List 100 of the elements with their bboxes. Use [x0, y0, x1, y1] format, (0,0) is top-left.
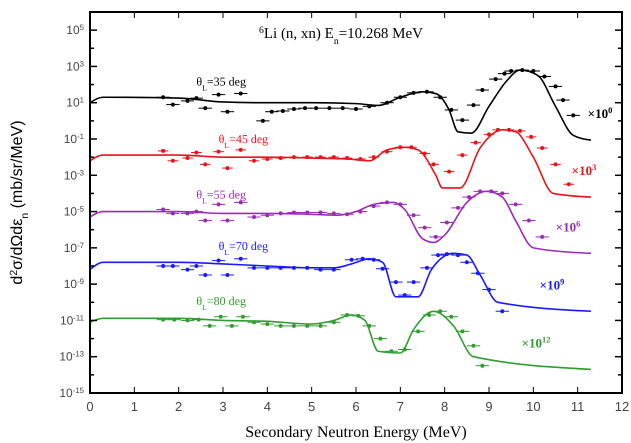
- x-tick-label: 7: [396, 399, 404, 414]
- point: [332, 155, 336, 160]
- point: [252, 266, 256, 270]
- point: [542, 74, 546, 78]
- point: [502, 72, 507, 76]
- x-tick-label: 4: [264, 399, 271, 414]
- x-tick-label: 3: [219, 399, 227, 414]
- point: [314, 106, 318, 110]
- y-tick-label: 10$^{-5}$: [64, 204, 85, 219]
- series-label: θ$_{L}$=80 deg: [196, 294, 246, 312]
- x-tick-label: 12: [614, 399, 630, 414]
- point: [476, 271, 480, 276]
- point: [449, 108, 454, 112]
- point: [506, 128, 511, 132]
- point: [494, 77, 498, 82]
- x-tick-label: 5: [308, 399, 316, 414]
- point: [170, 158, 175, 163]
- point: [432, 162, 436, 166]
- series-label: θ$_{L}$=55 deg: [196, 187, 246, 205]
- point: [540, 234, 544, 239]
- point: [225, 272, 230, 277]
- point: [367, 324, 372, 328]
- point: [203, 106, 208, 110]
- x-tick-label: 11: [570, 399, 584, 414]
- point: [278, 324, 283, 328]
- point: [216, 150, 221, 154]
- point: [292, 324, 296, 328]
- annotation: ×10$^{0}$: [588, 105, 612, 122]
- point: [345, 156, 350, 160]
- point: [529, 134, 534, 139]
- x-tick-label: 6: [352, 399, 360, 414]
- point: [238, 148, 243, 152]
- point: [480, 364, 484, 368]
- point: [186, 98, 190, 103]
- point: [252, 158, 256, 163]
- point: [358, 210, 362, 214]
- point: [360, 256, 365, 261]
- point: [252, 320, 256, 324]
- point: [305, 155, 310, 160]
- point: [203, 218, 208, 223]
- point: [203, 272, 208, 277]
- x-tick-label: 10: [526, 399, 541, 414]
- annotation: ×10$^{6}$: [556, 218, 580, 234]
- point: [427, 312, 432, 317]
- point: [327, 106, 332, 110]
- point: [385, 100, 390, 105]
- point: [372, 258, 376, 262]
- x-tick-label: 2: [175, 399, 182, 414]
- point: [398, 95, 402, 100]
- series-label: θ$_{L}$=35 deg: [196, 74, 246, 92]
- point: [194, 264, 198, 268]
- point: [345, 312, 350, 317]
- point: [531, 68, 536, 73]
- point: [480, 88, 484, 92]
- point: [340, 106, 345, 110]
- point: [161, 95, 166, 100]
- point: [292, 155, 296, 160]
- point: [456, 206, 460, 210]
- point: [252, 215, 256, 220]
- point: [460, 118, 464, 122]
- point: [194, 150, 198, 155]
- y-tick-label: 10$^{3}$: [66, 58, 84, 74]
- point: [292, 266, 296, 270]
- point: [561, 98, 566, 102]
- y-tick-label: 10$^{-9}$: [64, 276, 84, 292]
- point: [471, 344, 476, 348]
- point: [318, 155, 323, 160]
- point: [356, 314, 360, 318]
- point: [460, 153, 464, 158]
- point: [487, 288, 491, 292]
- point: [471, 103, 476, 108]
- point: [372, 204, 376, 208]
- point: [412, 280, 416, 284]
- point: [332, 320, 336, 324]
- x-tick-label: 9: [485, 399, 493, 414]
- y-tick-label: 10$^{-11}$: [60, 312, 84, 328]
- point: [518, 128, 522, 133]
- text: $^{6}$Li (n, xn) E$_{n}$=10.268 MeV: [258, 24, 424, 46]
- point: [354, 107, 358, 112]
- point: [394, 280, 398, 284]
- point: [554, 84, 558, 88]
- x-tick-label: 1: [130, 399, 138, 414]
- point: [225, 166, 230, 170]
- point: [460, 329, 464, 334]
- point: [385, 150, 390, 154]
- point: [436, 253, 440, 258]
- point: [571, 113, 576, 118]
- series-label: θ$_{L}$=45 deg: [218, 132, 268, 150]
- point: [265, 322, 270, 326]
- point: [240, 314, 245, 319]
- x-tick-label: 0: [86, 399, 94, 414]
- line-series: [89, 190, 592, 254]
- y-tick-label: 10$^{1}$: [66, 95, 84, 110]
- point: [434, 234, 438, 239]
- x-axis-title: Secondary Neutron Energy (MeV): [245, 424, 467, 441]
- point: [438, 309, 442, 314]
- point: [170, 102, 175, 107]
- point: [238, 256, 243, 261]
- point: [566, 182, 571, 186]
- point: [402, 347, 407, 352]
